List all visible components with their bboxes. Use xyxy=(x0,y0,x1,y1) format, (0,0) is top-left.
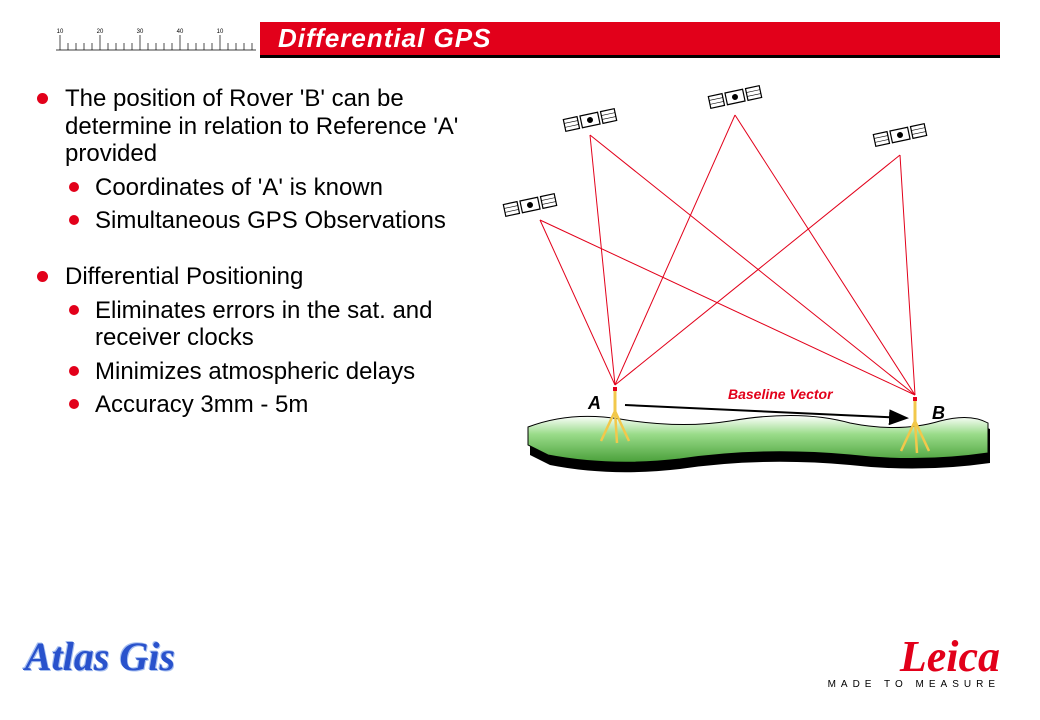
signal-lines xyxy=(540,115,915,395)
title-bar: Differential GPS xyxy=(260,22,1000,58)
ruler-tick-0: 10 xyxy=(57,29,64,35)
bullet-2-1: Eliminates errors in the sat. and receiv… xyxy=(65,297,475,352)
bullet-content: The position of Rover 'B' can be determi… xyxy=(35,85,475,425)
gps-diagram-svg: Baseline Vector A B xyxy=(500,85,1010,505)
bullet-1: The position of Rover 'B' can be determi… xyxy=(35,85,475,235)
baseline-label: Baseline Vector xyxy=(728,386,834,402)
leica-name: Leica xyxy=(828,637,1000,677)
page-title: Differential GPS xyxy=(278,23,491,54)
ruler: 10 20 30 40 10 xyxy=(56,25,256,55)
leica-tagline: MADE TO MEASURE xyxy=(828,679,1000,690)
ruler-tick-1: 20 xyxy=(97,29,104,35)
bullet-1-2: Simultaneous GPS Observations xyxy=(65,207,475,235)
receiver-a-label: A xyxy=(587,393,601,413)
leica-logo: Leica MADE TO MEASURE xyxy=(828,637,1000,690)
receiver-b-label: B xyxy=(932,403,945,423)
ruler-tick-2: 30 xyxy=(137,29,144,35)
bullet-2-3: Accuracy 3mm - 5m xyxy=(65,391,475,419)
ruler-tick-3: 40 xyxy=(177,29,184,35)
bullet-1-text: The position of Rover 'B' can be determi… xyxy=(65,85,458,167)
bullet-2: Differential Positioning Eliminates erro… xyxy=(35,263,475,419)
ruler-svg: 10 20 30 40 10 xyxy=(56,25,256,55)
ground-shape xyxy=(528,415,990,472)
gps-diagram: Baseline Vector A B xyxy=(500,85,1010,505)
atlas-logo: Atlas Gis xyxy=(25,633,175,680)
satellites xyxy=(503,86,926,217)
bullet-2-text: Differential Positioning xyxy=(65,263,303,290)
ruler-tick-4: 10 xyxy=(217,29,224,35)
bullet-1-1: Coordinates of 'A' is known xyxy=(65,174,475,202)
bullet-2-2: Minimizes atmospheric delays xyxy=(65,358,475,386)
